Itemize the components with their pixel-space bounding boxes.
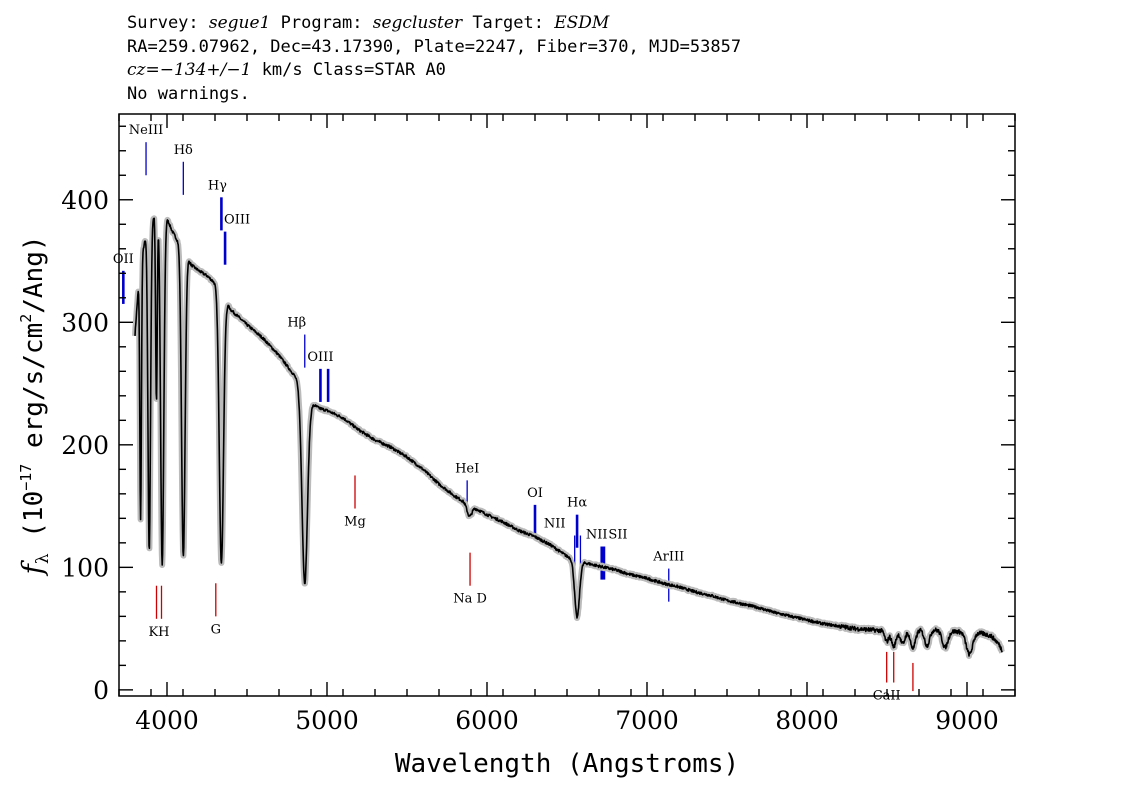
- emission-line-label: Hγ: [208, 178, 227, 193]
- header-line-coordinates: RA=259.07962, Dec=43.17390, Plate=2247, …: [127, 36, 742, 57]
- survey-value: segue1: [208, 13, 271, 33]
- emission-line-label: SII: [608, 528, 627, 543]
- program-value: segcluster: [372, 13, 463, 33]
- emission-line-label: NII: [586, 528, 608, 543]
- spectrum-header: Survey: segue1 Program: segcluster Targe…: [127, 12, 741, 106]
- y-tick-label: 200: [61, 431, 109, 460]
- y-axis-label: fλ (10−17 erg/s/cm2/Ang): [16, 235, 53, 576]
- header-line-redshift: cz=−134+/−1 km/s Class=STAR A0: [127, 59, 741, 83]
- x-tick-label: 9000: [935, 706, 999, 735]
- x-tick-label: 4000: [135, 706, 199, 735]
- emission-line-label: HeI: [455, 461, 479, 476]
- absorption-line-label: Na D: [453, 592, 487, 607]
- absorption-line-label: G: [211, 622, 221, 637]
- redshift-value: cz=−134+/−1: [127, 60, 252, 80]
- flux-line: [134, 217, 1003, 657]
- emission-line-label: Hδ: [174, 143, 193, 158]
- x-tick-label: 5000: [295, 706, 359, 735]
- class-value: km/s Class=STAR A0: [251, 60, 446, 80]
- x-axis-label: Wavelength (Angstroms): [395, 749, 739, 779]
- emission-line-label: NII: [544, 516, 566, 531]
- error-band: [132, 215, 1005, 659]
- target-label: Target:: [462, 13, 555, 33]
- emission-line-label: Hβ: [287, 316, 306, 331]
- x-tick-label: 7000: [615, 706, 679, 735]
- emission-line-label: OIII: [307, 350, 333, 365]
- x-tick-label: 8000: [775, 706, 839, 735]
- emission-line-label: OIII: [224, 213, 250, 228]
- y-tick-label: 100: [61, 553, 109, 582]
- emission-line-label: OII: [113, 252, 134, 267]
- y-tick-label: 0: [93, 676, 109, 705]
- target-value: ESDM: [554, 13, 610, 33]
- x-tick-label: 6000: [455, 706, 519, 735]
- y-tick-label: 300: [61, 308, 109, 337]
- header-line-survey: Survey: segue1 Program: segcluster Targe…: [127, 12, 741, 36]
- emission-line-label: Hα: [567, 496, 587, 511]
- axis-ticks: 4000 5000 6000 7000 8000 9000 0 100 200 300 400: [61, 114, 1016, 735]
- header-line-warnings: No warnings.: [127, 83, 250, 104]
- plot-frame: [118, 113, 1016, 697]
- y-tick-label: 400: [61, 186, 109, 215]
- emission-line-label: NeIII: [129, 123, 163, 138]
- emission-line-label: OI: [527, 486, 543, 501]
- program-label: Program:: [270, 13, 373, 33]
- emission-line-label: ArIII: [652, 550, 684, 565]
- absorption-line-label: Mg: [344, 515, 366, 530]
- survey-label: Survey:: [127, 13, 209, 33]
- absorption-line-label: KH: [148, 625, 169, 640]
